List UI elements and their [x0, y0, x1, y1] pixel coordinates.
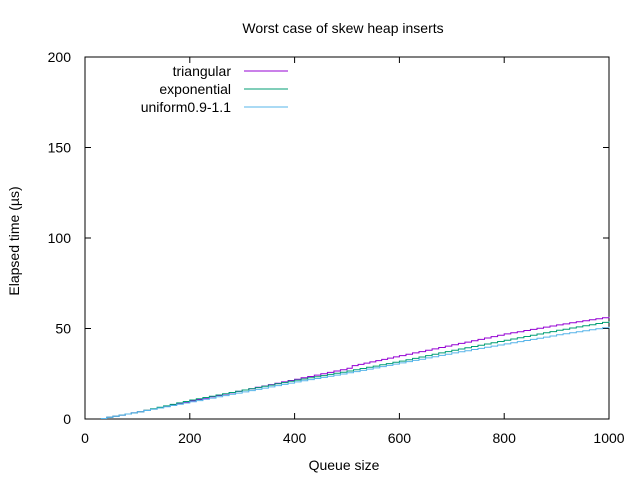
y-tick-label: 0	[63, 411, 71, 427]
legend-label: exponential	[159, 81, 231, 97]
series-line-triangular	[100, 316, 610, 419]
x-tick-label: 0	[81, 430, 89, 446]
y-tick-label: 150	[48, 140, 72, 156]
y-tick-label: 200	[48, 49, 72, 65]
series-line-exponential	[100, 321, 610, 419]
x-tick-label: 600	[388, 430, 412, 446]
series-layer	[100, 316, 610, 419]
legend-label: triangular	[173, 63, 232, 79]
legend: triangular exponential uniform0.9-1.1	[141, 63, 288, 115]
x-axis-label: Queue size	[309, 457, 380, 473]
y-tick-label: 100	[48, 230, 72, 246]
chart-title: Worst case of skew heap inserts	[242, 20, 443, 36]
x-tick-label: 800	[493, 430, 517, 446]
x-tick-label: 200	[178, 430, 202, 446]
series-line-uniform0.9-1.1	[100, 326, 610, 419]
x-tick-label: 1000	[593, 430, 624, 446]
y-axis-label: Elapsed time (µs)	[6, 186, 22, 295]
axis-ticks: 0 200 400 600 800 1000 0 50 100 150 200	[48, 49, 625, 446]
y-tick-label: 50	[55, 321, 71, 337]
legend-label: uniform0.9-1.1	[141, 99, 231, 115]
x-tick-label: 400	[283, 430, 307, 446]
